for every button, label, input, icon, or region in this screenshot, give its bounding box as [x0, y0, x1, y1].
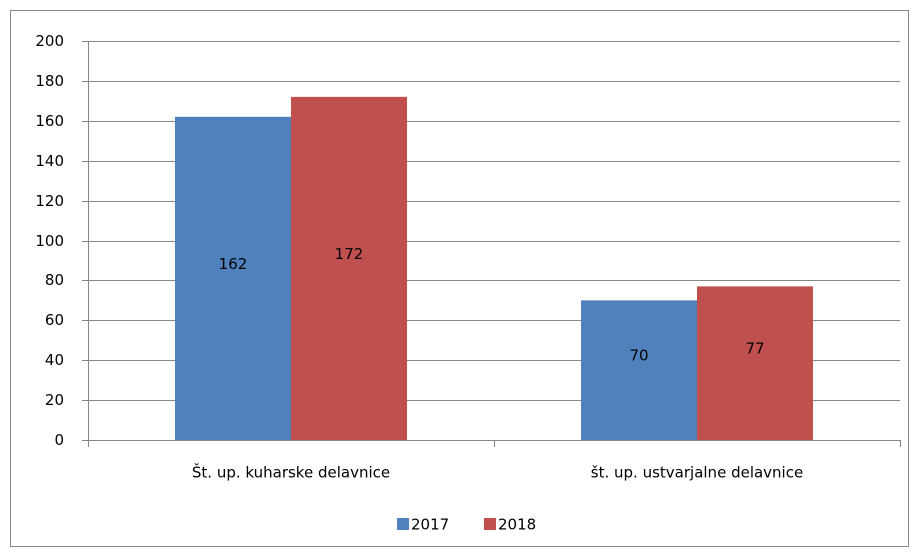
bar: [697, 286, 813, 440]
data-label: 70: [629, 347, 648, 365]
y-tick-label: 100: [35, 232, 64, 250]
legend-swatch: [397, 518, 409, 530]
legend-label: 2018: [498, 516, 536, 534]
y-tick-label: 160: [35, 112, 64, 130]
y-tick-label: 200: [35, 32, 64, 50]
bar: [581, 300, 697, 440]
legend-swatch: [484, 518, 496, 530]
y-tick-label: 80: [45, 271, 64, 289]
x-tick-label: št. up. ustvarjalne delavnice: [591, 464, 803, 482]
y-tick-label: 140: [35, 152, 64, 170]
y-tick-label: 0: [54, 431, 64, 449]
y-tick-label: 20: [45, 391, 64, 409]
data-label: 77: [745, 340, 764, 358]
bar: [291, 96, 407, 441]
chart-border: [10, 10, 909, 547]
y-tick-label: 180: [35, 72, 64, 90]
y-tick-label: 120: [35, 192, 64, 210]
legend-label: 2017: [411, 516, 449, 534]
data-label: 162: [219, 255, 248, 273]
y-tick-label: 60: [45, 311, 64, 329]
x-tick-label: Št. up. kuharske delavnice: [192, 463, 390, 482]
data-label: 172: [335, 245, 364, 263]
bar: [175, 116, 291, 440]
y-tick-label: 40: [45, 351, 64, 369]
